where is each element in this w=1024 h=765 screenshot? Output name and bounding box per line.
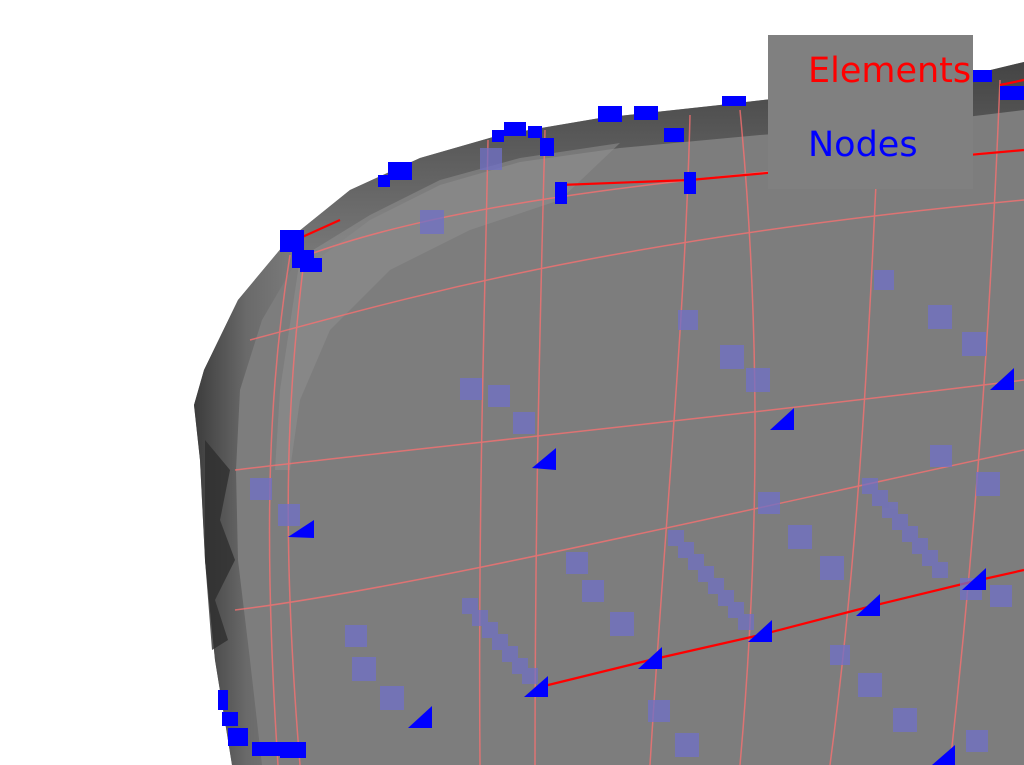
legend-item-elements: Elements <box>808 51 972 91</box>
element-grid <box>234 79 1024 765</box>
legend-item-nodes: Nodes <box>808 125 918 165</box>
visible-nodes <box>218 70 1024 765</box>
mesh-facets <box>275 143 620 470</box>
occluded-node-chains <box>462 478 948 684</box>
occluded-nodes <box>250 148 1012 757</box>
legend: Elements Nodes <box>768 35 973 189</box>
mesh-facets-dark <box>205 440 235 650</box>
